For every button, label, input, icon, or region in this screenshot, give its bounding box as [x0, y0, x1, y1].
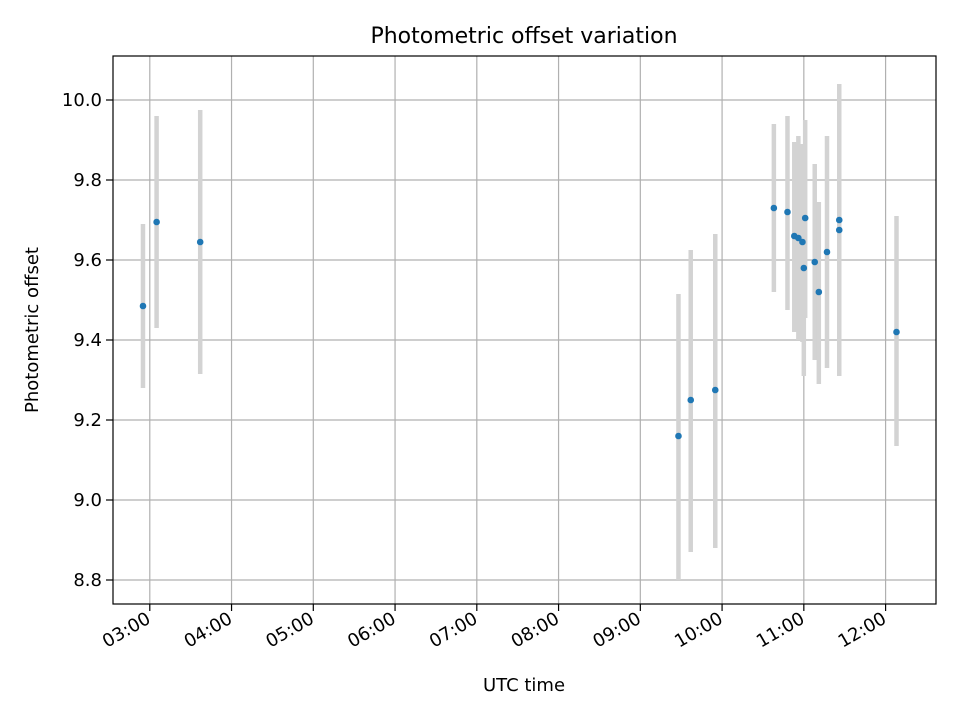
data-point	[139, 302, 147, 310]
data-point	[823, 248, 831, 256]
y-tick-label: 9.6	[73, 250, 102, 271]
data-point	[815, 288, 823, 296]
data-point	[153, 218, 160, 226]
data-point	[784, 208, 791, 216]
data-point	[835, 216, 843, 224]
data-point	[196, 238, 204, 246]
data-point	[795, 234, 802, 242]
data-point	[675, 432, 682, 440]
y-tick-label: 9.2	[73, 410, 102, 431]
data-point	[770, 204, 778, 212]
data-point	[893, 328, 900, 336]
data-point	[801, 214, 809, 222]
chart-title: Photometric offset variation	[370, 24, 677, 49]
data-points	[139, 204, 900, 440]
data-point	[799, 238, 806, 246]
y-tick-label: 9.0	[73, 490, 102, 511]
data-point	[800, 264, 808, 272]
data-point	[811, 258, 819, 266]
y-tick-label: 9.4	[73, 330, 102, 351]
data-point	[835, 226, 843, 234]
data-point	[711, 386, 719, 394]
x-axis-label: UTC time	[483, 675, 565, 696]
plot-frame	[112, 55, 937, 605]
data-point	[687, 396, 695, 404]
y-tick-label: 8.8	[73, 570, 102, 591]
y-axis-label: Photometric offset	[22, 247, 43, 413]
y-tick-label: 10.0	[62, 90, 102, 111]
y-tick-label: 9.8	[73, 170, 102, 191]
